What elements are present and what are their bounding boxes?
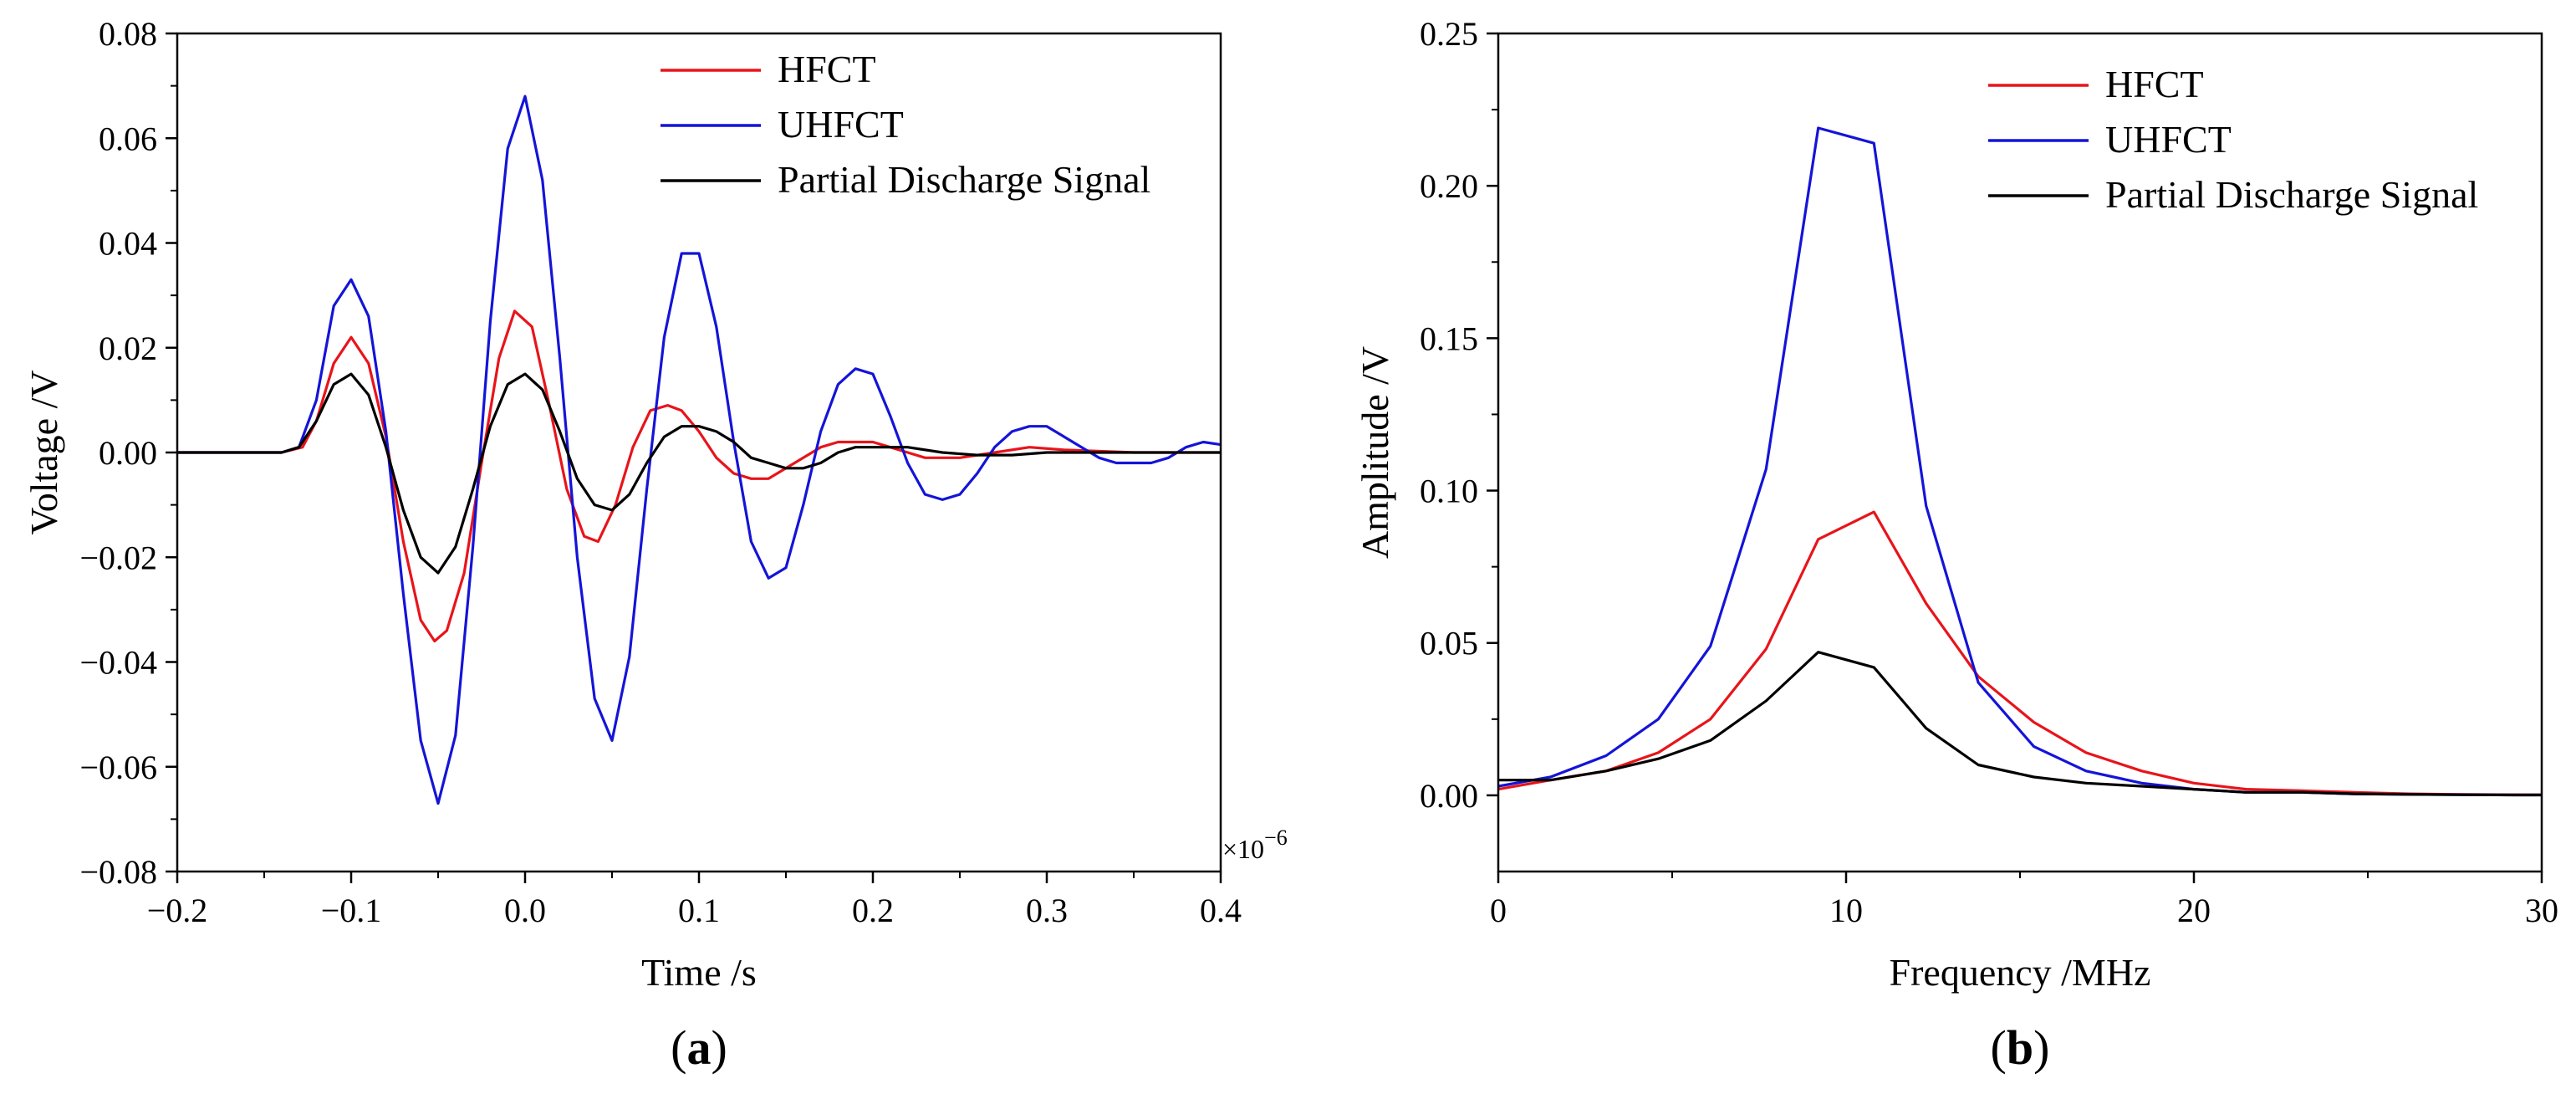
y-tick-label: 0.00 <box>1420 777 1478 815</box>
x-tick-label: 0 <box>1490 892 1507 929</box>
y-tick-label: 0.15 <box>1420 320 1478 357</box>
y-tick-label: −0.02 <box>79 539 157 576</box>
x-tick-label: 20 <box>2177 892 2211 929</box>
y-tick-label: 0.10 <box>1420 473 1478 510</box>
series-line-hfct <box>177 309 1221 643</box>
panel-label-letter: b <box>2007 1020 2033 1075</box>
y-tick-label: 0.25 <box>1420 15 1478 53</box>
y-tick-label: 0.08 <box>99 15 157 53</box>
panel-label-letter: a <box>687 1020 712 1075</box>
legend: HFCT UHFCT Partial Discharge Signal <box>1988 63 2478 216</box>
series-line-partial-discharge-signal <box>177 372 1221 575</box>
y-axis-title: Voltage /V <box>23 370 65 534</box>
x-axis-title: Frequency /MHz <box>1890 951 2151 994</box>
panel-label: (a) <box>671 1020 727 1075</box>
x-tick-label: 0.0 <box>504 892 546 929</box>
legend-label: HFCT <box>778 48 876 90</box>
x-axis-multiplier: ×10−6 <box>1222 826 1288 864</box>
panel-label: (b) <box>1991 1020 2050 1075</box>
y-tick-label: 0.04 <box>99 225 157 263</box>
x-tick-label: −0.2 <box>147 892 208 929</box>
x-axis-title: Time /s <box>641 951 757 994</box>
plot-frame <box>1497 32 2543 873</box>
legend-label: HFCT <box>2105 63 2204 105</box>
y-tick-label: 0.00 <box>99 434 157 472</box>
multiplier-exponent: −6 <box>1264 826 1288 850</box>
series-line-uhfct <box>177 95 1221 805</box>
y-tick-label: 0.20 <box>1420 167 1478 205</box>
panel-a-time-domain: −0.2 −0.1 0.0 0.1 0.2 0.3 0.4 −0.08 −0.06 −0.04 −0… <box>23 15 1288 1075</box>
series-line-hfct <box>1498 510 2542 796</box>
legend-label: UHFCT <box>778 103 904 146</box>
legend: HFCT UHFCT Partial Discharge Signal <box>661 48 1150 201</box>
y-tick-label: −0.04 <box>79 644 157 682</box>
series-line-partial-discharge-signal <box>1498 651 2542 797</box>
multiplier-base: ×10 <box>1222 834 1264 864</box>
x-tick-label: 0.1 <box>678 892 720 929</box>
y-tick-label: 0.05 <box>1420 625 1478 662</box>
x-tick-label: 0.4 <box>1200 892 1242 929</box>
y-tick-label: 0.02 <box>99 330 157 367</box>
panel-label-open: ( <box>671 1020 686 1075</box>
legend-label: UHFCT <box>2105 118 2232 161</box>
x-tick-label: 0.2 <box>852 892 894 929</box>
panel-label-open: ( <box>1991 1020 2007 1075</box>
y-tick-label: 0.06 <box>99 120 157 157</box>
panel-label-close: ) <box>712 1020 727 1075</box>
x-tick-label: −0.1 <box>321 892 382 929</box>
y-tick-label: −0.08 <box>79 853 157 891</box>
legend-label: Partial Discharge Signal <box>2105 173 2478 216</box>
x-tick-label: 0.3 <box>1026 892 1068 929</box>
legend-label: Partial Discharge Signal <box>778 158 1150 201</box>
panel-label-close: ) <box>2033 1020 2049 1075</box>
panel-b-frequency-domain: 0 10 20 30 0.00 0.05 0.10 0.15 0.20 0.25 Frequency… <box>1354 15 2558 1075</box>
x-tick-label: 10 <box>1829 892 1863 929</box>
series-line-uhfct <box>1498 126 2542 797</box>
y-tick-label: −0.06 <box>79 749 157 786</box>
y-axis-title: Amplitude /V <box>1354 346 1396 559</box>
x-tick-label: 30 <box>2525 892 2558 929</box>
